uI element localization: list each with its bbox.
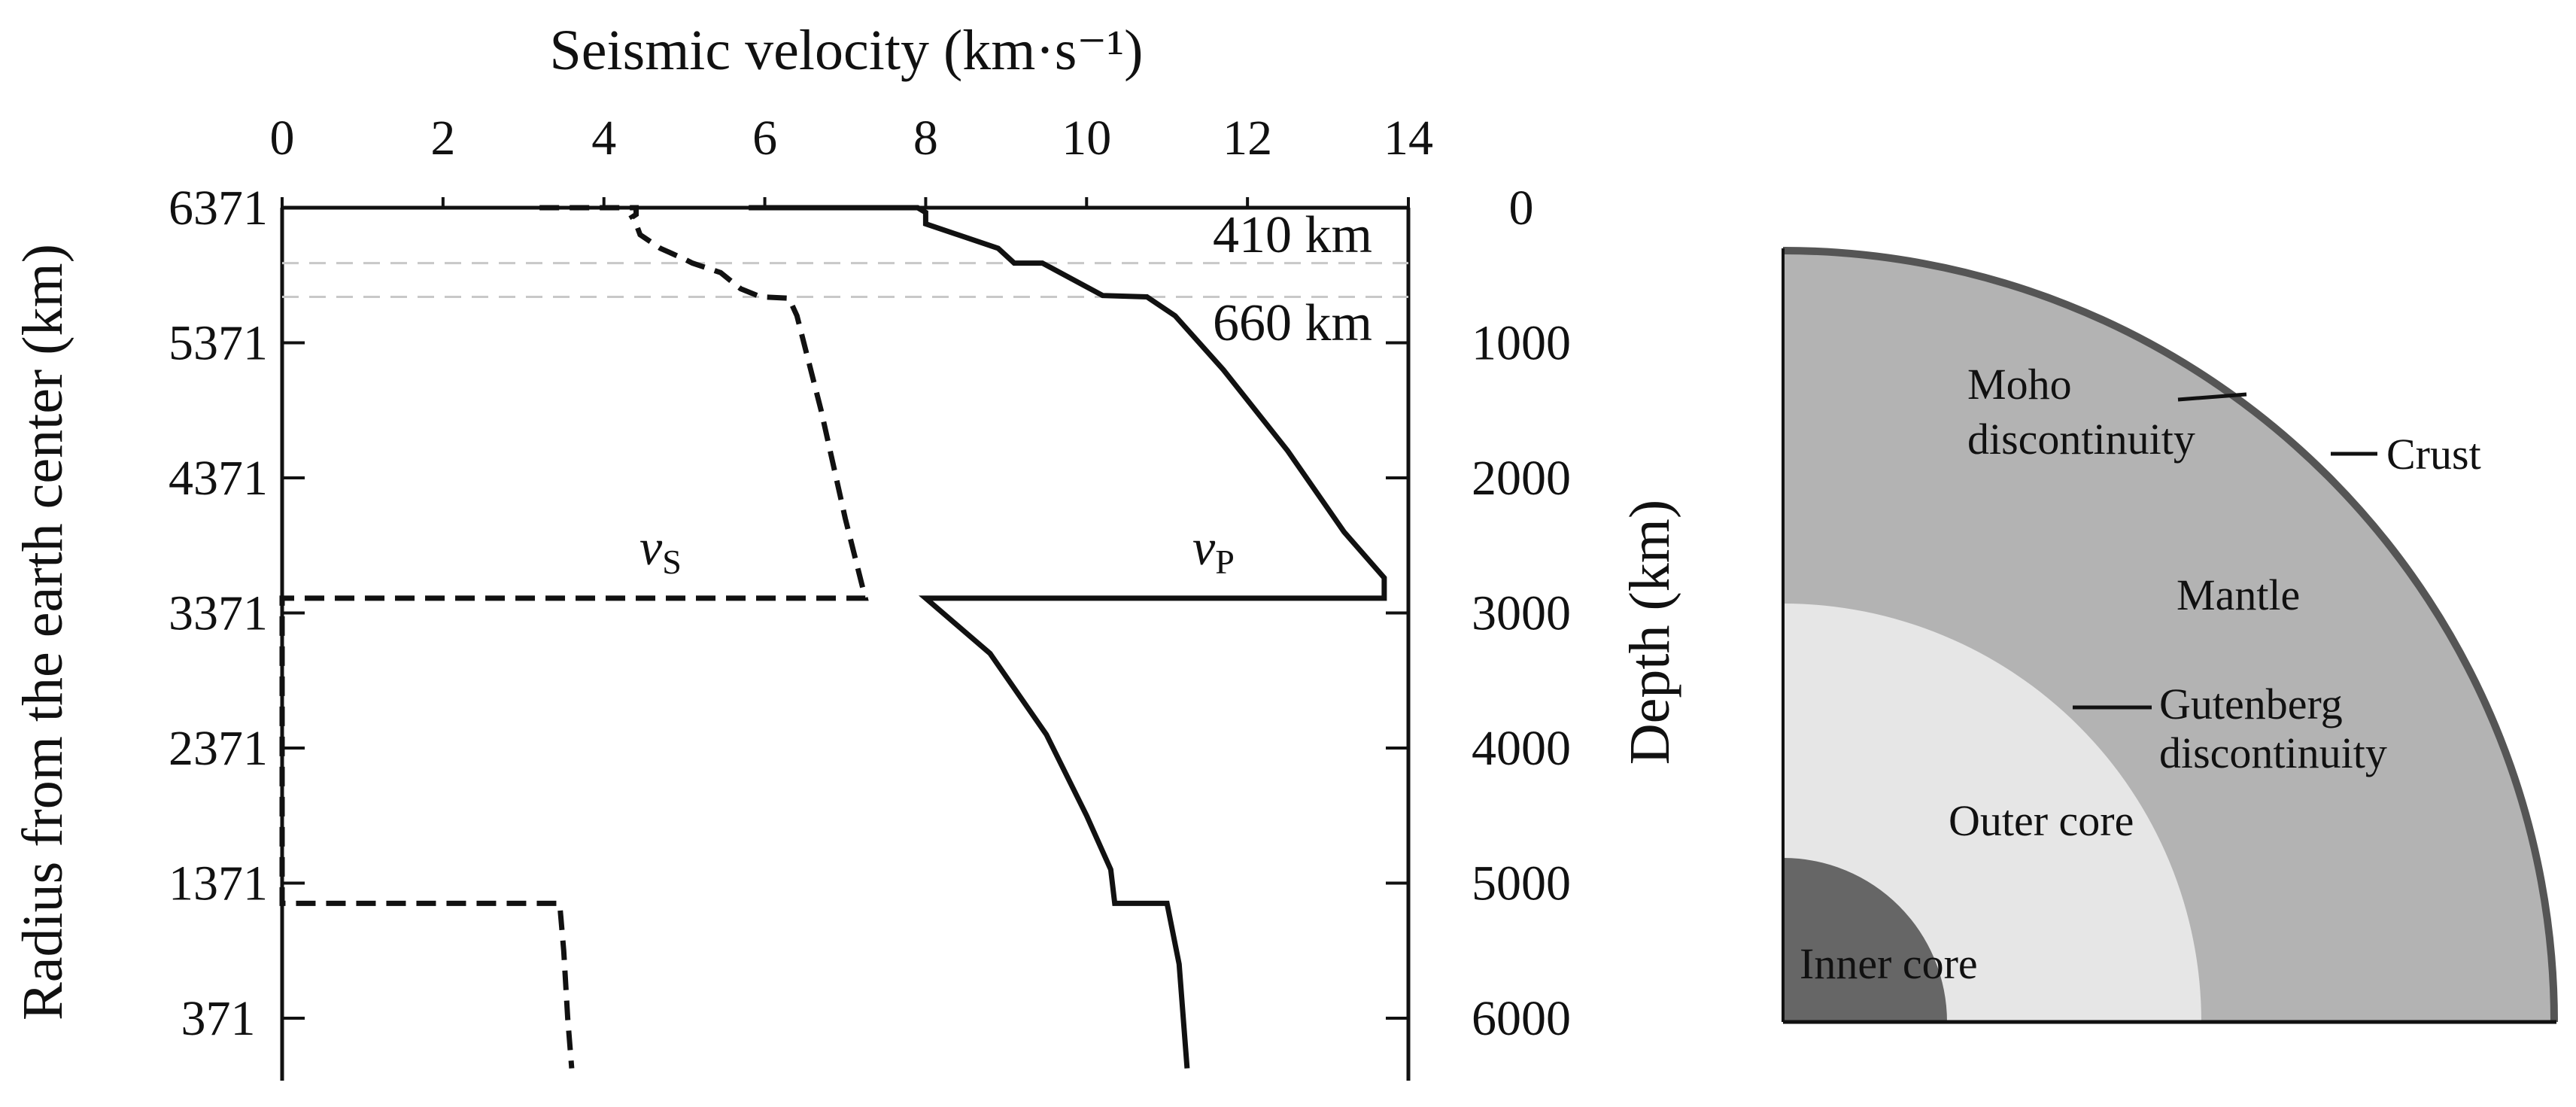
right-tick-label: 1000 <box>1472 316 1571 371</box>
series-line-vs <box>279 205 869 1069</box>
top-tick-label: 8 <box>913 111 938 166</box>
top-tick-label: 10 <box>1062 111 1111 166</box>
top-tick-label: 6 <box>752 111 777 166</box>
right-tick-label: 2000 <box>1472 451 1571 506</box>
annotation-660km: 660 km <box>1213 294 1372 352</box>
gutenberg-label: Gutenberg <box>2159 680 2343 728</box>
top-tick-label: 0 <box>270 111 295 166</box>
left-tick-label: 5371 <box>169 316 268 371</box>
right-tick-label: 3000 <box>1472 586 1571 641</box>
left-axis-title: Radius from the earth center (km) <box>11 244 74 1020</box>
series-line-vp <box>749 205 1387 1069</box>
series-label-vp: vP <box>1192 519 1235 581</box>
velocity-depth-chart: Seismic velocity (km·s⁻¹) Radius from th… <box>11 19 1681 1081</box>
left-tick-label: 4371 <box>169 451 268 506</box>
top-tick-label: 2 <box>430 111 455 166</box>
earth-structure-diagram: Moho discontinuity Crust Mantle Gutenber… <box>1782 247 2558 1024</box>
crust-edge <box>1782 247 2558 1023</box>
series-label-vs: vS <box>639 519 682 581</box>
left-tick-labels: 6371 5371 4371 3371 2371 1371 371 <box>169 181 305 1046</box>
top-tick-label: 14 <box>1384 111 1433 166</box>
outer-core-label: Outer core <box>1949 796 2134 845</box>
right-tick-label: 4000 <box>1472 721 1571 776</box>
top-tick-labels: 0 2 4 6 8 10 12 14 <box>270 111 1433 208</box>
annotation-410km: 410 km <box>1213 206 1372 264</box>
moho-leader-line <box>2177 392 2247 402</box>
moho-label-line2: discontinuity <box>1967 415 2195 464</box>
x-axis-title: Seismic velocity (km·s⁻¹) <box>550 19 1144 82</box>
right-tick-label: 6000 <box>1472 991 1571 1046</box>
right-tick-labels: 0 1000 2000 3000 4000 5000 6000 <box>1386 181 1571 1046</box>
top-tick-label: 4 <box>591 111 616 166</box>
moho-label: Moho <box>1967 360 2072 409</box>
left-tick-label: 371 <box>181 991 256 1046</box>
right-tick-label: 5000 <box>1472 856 1571 911</box>
inner-core-label: Inner core <box>1800 939 1978 988</box>
left-tick-label: 6371 <box>169 181 268 236</box>
left-tick-label: 2371 <box>169 721 268 776</box>
gutenberg-label-line2: discontinuity <box>2159 728 2387 777</box>
left-tick-label: 1371 <box>169 856 268 911</box>
right-axis-title: Depth (km) <box>1618 500 1681 765</box>
mantle-label: Mantle <box>2177 570 2300 619</box>
top-tick-label: 12 <box>1223 111 1272 166</box>
left-tick-label: 3371 <box>169 586 268 641</box>
right-tick-label: 0 <box>1509 181 1534 236</box>
inner-core-region <box>1783 858 1947 1022</box>
crust-label: Crust <box>2386 430 2481 479</box>
